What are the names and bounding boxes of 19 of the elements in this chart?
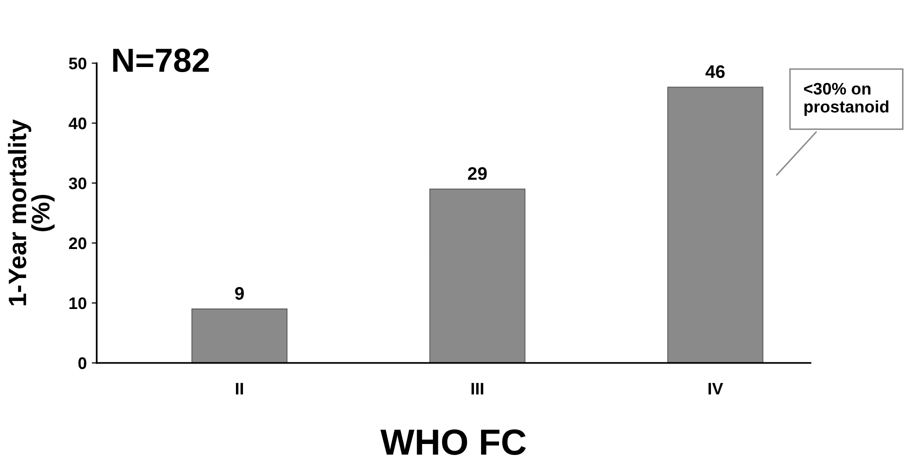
x-tick-label: IV bbox=[708, 382, 724, 394]
y-tick-label: 40 bbox=[68, 118, 86, 130]
bar bbox=[429, 188, 526, 363]
data-label: 9 bbox=[235, 287, 244, 300]
x-tick-label: II bbox=[236, 382, 243, 394]
y-tick-label: 50 bbox=[68, 58, 86, 70]
y-tick-label: 10 bbox=[69, 297, 86, 310]
y-tick-label: 30 bbox=[68, 177, 86, 190]
bar bbox=[191, 308, 288, 363]
y-axis-title: 1-Year mortality (%) bbox=[8, 119, 55, 306]
x-tick-label: III bbox=[472, 382, 484, 394]
annotation: <30% on prostanoid bbox=[804, 82, 888, 116]
data-label: 46 bbox=[706, 65, 725, 78]
chart-title: N=782 bbox=[113, 48, 209, 72]
y-tick-label: 20 bbox=[69, 237, 86, 250]
data-label: 29 bbox=[468, 167, 487, 180]
bar bbox=[667, 86, 764, 363]
x-axis-title: WHO FC bbox=[380, 429, 526, 455]
y-tick-label: 0 bbox=[78, 357, 86, 370]
